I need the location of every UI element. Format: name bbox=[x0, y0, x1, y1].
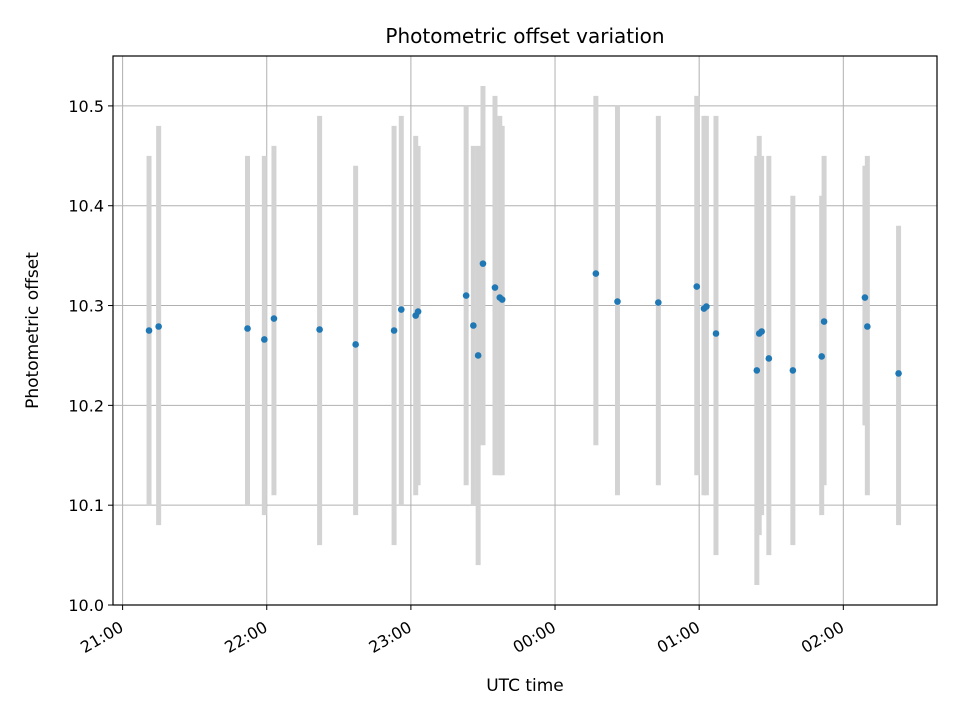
data-point bbox=[820, 318, 828, 325]
x-axis-label: UTC time bbox=[486, 676, 564, 696]
y-tick-label: 10.2 bbox=[68, 396, 104, 415]
data-point bbox=[895, 370, 902, 377]
data-point bbox=[462, 292, 470, 299]
data-point bbox=[244, 325, 251, 332]
data-point bbox=[414, 308, 422, 315]
chart-title: Photometric offset variation bbox=[385, 24, 664, 48]
data-point bbox=[655, 299, 662, 306]
data-point bbox=[818, 353, 825, 360]
data-point bbox=[145, 327, 153, 334]
data-point bbox=[789, 367, 797, 374]
data-point bbox=[765, 355, 773, 362]
plot-frame bbox=[112, 55, 938, 606]
data-point bbox=[712, 330, 720, 337]
y-tick-label: 10.0 bbox=[68, 596, 104, 615]
data-point bbox=[864, 323, 871, 330]
data-point bbox=[470, 322, 477, 329]
data-point bbox=[861, 294, 869, 301]
data-point bbox=[155, 323, 162, 330]
data-point bbox=[270, 315, 278, 322]
data-point bbox=[261, 336, 268, 343]
y-tick-label: 10.1 bbox=[68, 496, 104, 515]
data-point bbox=[491, 284, 499, 291]
y-tick-label: 10.3 bbox=[68, 297, 104, 316]
data-point bbox=[397, 306, 405, 313]
y-axis-label: Photometric offset bbox=[23, 252, 43, 409]
data-point bbox=[703, 303, 710, 310]
data-point bbox=[498, 296, 506, 303]
y-tick-label: 10.4 bbox=[68, 197, 104, 216]
y-tick-label: 10.5 bbox=[68, 97, 104, 116]
data-point bbox=[352, 341, 359, 348]
y-axis-ticks: 10.0 10.1 10.2 10.3 10.4 10.5 bbox=[68, 97, 113, 615]
data-point bbox=[758, 328, 765, 335]
data-point bbox=[474, 352, 482, 359]
data-point bbox=[693, 283, 701, 290]
data-point bbox=[316, 326, 323, 333]
data-point bbox=[753, 367, 761, 374]
data-point bbox=[479, 260, 487, 267]
data-point bbox=[592, 270, 600, 277]
data-points bbox=[145, 260, 902, 377]
data-point bbox=[390, 327, 398, 334]
data-point bbox=[614, 298, 621, 305]
